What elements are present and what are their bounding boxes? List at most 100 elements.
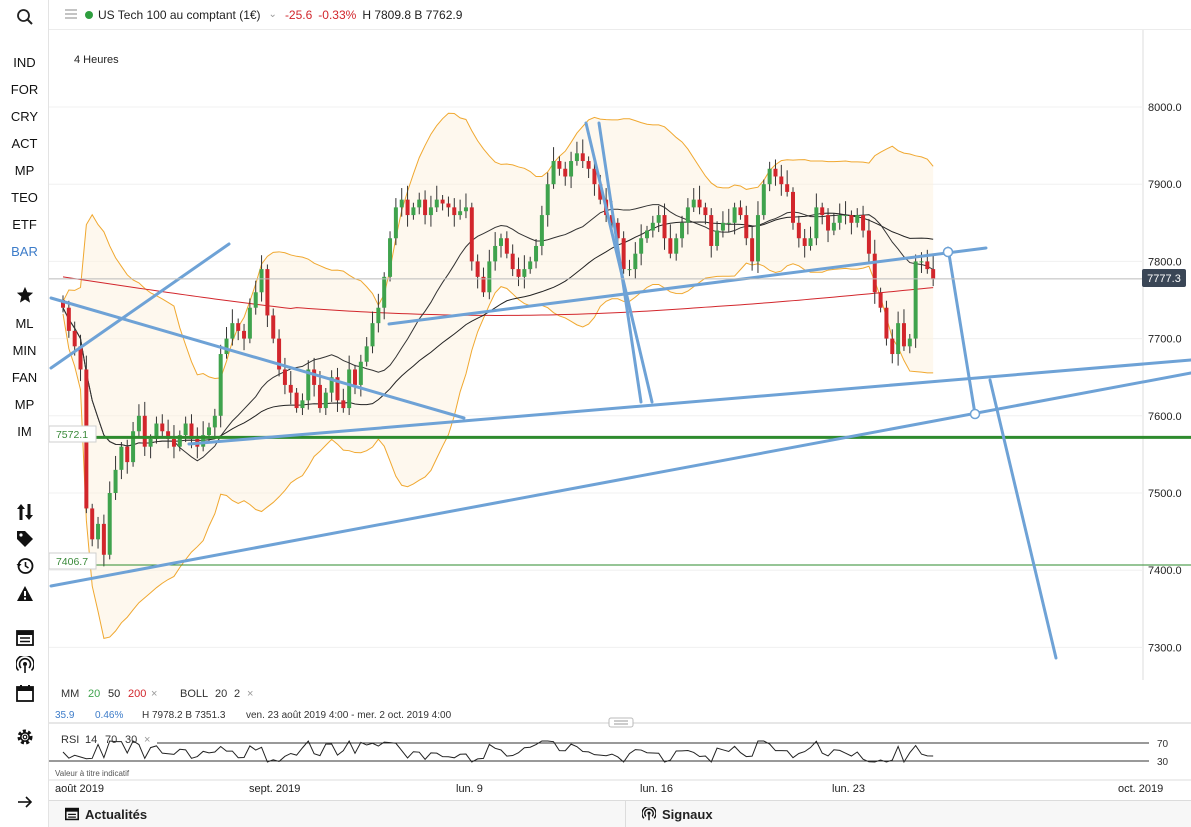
candle-body [353,369,357,385]
history-icon[interactable] [0,554,49,578]
candle [166,419,171,449]
calendar-icon[interactable] [0,681,49,705]
signal-icon[interactable] [0,653,49,677]
candle-body [878,292,883,308]
sidebar-item-cry[interactable]: CRY [0,103,49,130]
candle-body [796,222,801,239]
candle [154,416,159,444]
trendline-1[interactable] [49,296,466,420]
candle [131,421,136,467]
candle [282,357,287,395]
price-chart[interactable]: 8000.0 7900.0 7800.0 7700.0 7600.0 7500.0 7400… [49,30,1191,800]
sidebar-item-teo[interactable]: TEO [0,184,49,211]
candle-body [136,415,141,432]
candle-body [738,207,743,216]
level-high-badge[interactable]: 7572.1 [49,425,97,443]
sort-arrows-icon[interactable] [0,500,49,524]
rsi-upper-label: 70 [1157,739,1169,750]
trendlines[interactable] [49,121,1191,660]
sidebar-item-mp[interactable]: MP [0,157,49,184]
trendline-8[interactable] [988,378,1058,660]
high-low: H 7809.8 B 7762.9 [362,7,463,22]
stat-high-low: H 7978.2 B 7351.3 [142,710,226,721]
candle-body [131,431,136,463]
candle-body [329,377,334,393]
mm-label[interactable]: MM [61,688,79,700]
pane-resize-handle[interactable] [608,717,634,728]
instrument-title[interactable]: US Tech 100 au comptant (1€) [98,7,261,22]
warning-icon[interactable] [0,581,49,605]
candle [861,205,866,238]
sidebar-tool-ml-0[interactable]: ML [0,310,49,337]
candle-body [171,438,176,447]
candle-body [674,238,679,254]
trendline-handle[interactable] [942,246,954,258]
sidebar-item-etf[interactable]: ETF [0,211,49,238]
candle [493,232,498,271]
sidebar-tool-min-1[interactable]: MIN [0,337,49,364]
candle [177,430,182,452]
candle-body [586,161,591,169]
candle-body [207,427,211,436]
candle [814,193,819,246]
sidebar-item-ind[interactable]: IND [0,49,49,76]
chevron-down-icon[interactable]: ⌄ [268,9,277,20]
sidebar-tool-im-4[interactable]: IM [0,418,49,445]
search-icon[interactable] [0,5,49,29]
mm-close-icon[interactable]: × [151,688,157,700]
arrow-right-icon[interactable] [0,790,49,814]
trendline-handle[interactable] [969,408,981,420]
candle-body [837,215,842,223]
sidebar-tool-fan-2[interactable]: FAN [0,364,49,391]
settings-icon[interactable] [0,725,49,749]
sidebar-item-bar[interactable]: BAR [0,238,49,265]
candle [253,280,258,315]
rsi-close-icon[interactable]: × [144,734,150,746]
sidebar-tool-mp-3[interactable]: MP [0,391,49,418]
news-icon[interactable] [0,626,49,650]
trendline-4[interactable] [387,246,988,326]
menu-icon[interactable] [65,8,77,22]
trendline-0[interactable] [49,242,231,370]
tab-signals[interactable]: Signaux [626,801,713,827]
tab-news[interactable]: Actualités [49,801,626,827]
candle-body [802,238,807,246]
candle-body [750,238,755,262]
candle-body [627,269,632,271]
rsi-legend: RSI 14 70 30 × [61,734,150,746]
level-low-badge[interactable]: 7406.7 [49,552,97,570]
candle [452,198,457,227]
candle [376,293,381,333]
trendline-2[interactable] [49,371,1191,588]
boll-label[interactable]: BOLL [180,688,208,700]
candle-body [715,230,720,246]
candle-body [516,269,521,277]
candle-body [709,215,714,246]
rsi-label[interactable]: RSI [61,734,79,746]
candle [744,205,749,246]
trendline-3[interactable] [187,358,1191,446]
candle-body [621,238,626,270]
x-label-9: lun. 9 [456,783,483,795]
trendline-7[interactable] [946,246,977,416]
candle-body [551,161,556,185]
candle [808,226,813,251]
candle-body [224,338,229,355]
sidebar-item-label: ETF [12,217,37,232]
sidebar-item-label: CRY [10,109,39,124]
level-lines[interactable] [49,435,1191,566]
sidebar-item-act[interactable]: ACT [0,130,49,157]
bollinger-upper [62,112,934,379]
candle-body [791,191,795,223]
candle [802,228,807,258]
sidebar-item-for[interactable]: FOR [0,76,49,103]
tag-icon[interactable] [0,527,49,551]
star-icon[interactable] [0,283,49,307]
candle [101,514,106,567]
candle-body [779,176,784,185]
timeframe-label: 4 Heures [74,54,119,66]
candle [767,161,772,192]
boll-close-icon[interactable]: × [247,688,253,700]
mm-50-value: 50 [108,688,120,700]
trendline-6[interactable] [597,121,643,404]
